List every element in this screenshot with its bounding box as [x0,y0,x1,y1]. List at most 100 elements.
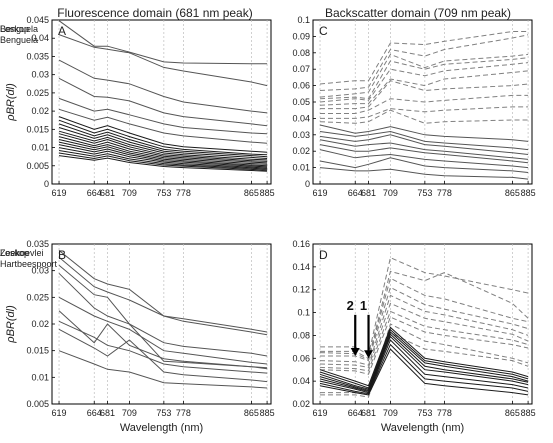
y-tick-label: 0.16 [292,239,310,249]
series-line [58,250,268,333]
series-line [320,106,529,119]
x-tick-label: 885 [260,188,275,198]
x-tick-label: 619 [52,408,67,418]
series-line [58,144,268,168]
series-line [319,144,529,164]
x-tick-label: 778 [437,408,452,418]
series-line [319,277,529,361]
series-line [58,328,268,383]
y-tick-label: 0.025 [26,88,49,98]
y-tick-label: 0.02 [292,146,310,156]
y-tick-label: 0.06 [292,353,310,363]
series-line [319,343,529,395]
y-tick-label: 0.06 [292,81,310,91]
y-axis-label: ρBR(dl) [5,305,17,344]
series-line [58,123,268,158]
series-line [320,257,529,356]
y-tick-label: 0.1 [297,308,310,318]
series-line [319,167,529,180]
series-line [319,139,529,160]
series-line [319,294,529,366]
series-line [319,109,529,124]
series-line [319,326,529,387]
series-line [58,108,268,144]
series-line [58,139,268,165]
y-tick-label: 0.04 [292,376,310,386]
series-line [58,97,268,135]
series-line [58,130,268,161]
y-tick-label: 0.12 [292,285,310,295]
y-tick-label: 0.08 [292,48,310,58]
series-line [58,34,268,87]
legend-label: Loskop [0,24,29,34]
y-tick-label: 0.02 [292,399,310,409]
y-tick-label: 0.01 [31,372,49,382]
series-line [319,328,529,389]
legend-label: Loskop [0,248,29,258]
y-tick-label: 0.025 [26,292,49,302]
series-line [319,149,529,169]
x-tick-label: 753 [417,188,432,198]
y-tick-label: 0.04 [292,113,310,123]
y-tick-label: 0.045 [26,15,49,25]
y-tick-label: 0.02 [31,106,49,116]
y-tick-label: 0.1 [297,15,310,25]
x-axis-label: Wavelength (nm) [120,422,203,434]
y-tick-label: 0.005 [26,399,49,409]
x-tick-label: 619 [313,408,328,418]
annotation-label: 1 [360,298,367,313]
series-line [58,20,268,65]
series-line [58,296,268,365]
annotation-arrowhead [364,350,374,359]
series-line [58,77,268,127]
y-tick-label: 0.015 [26,124,49,134]
y-tick-label: 0.04 [31,33,49,43]
y-tick-label: 0.05 [292,97,310,107]
y-tick-label: 0.035 [26,51,49,61]
x-tick-label: 778 [176,188,191,198]
x-tick-label: 619 [52,188,67,198]
x-tick-label: 753 [156,188,171,198]
x-tick-label: 865 [505,408,520,418]
panel-letter: C [319,24,328,38]
plot-frame [312,243,533,405]
x-tick-label: 664 [348,188,363,198]
legend-label: Hartbeespoort [0,259,58,269]
series-line [319,124,529,142]
x-tick-label: 885 [521,408,536,418]
y-tick-label: 0.03 [292,130,310,140]
y-tick-label: 0.08 [292,330,310,340]
series-line [319,62,529,103]
series-line [320,270,529,360]
series-line [319,157,529,173]
y-axis-label: ρBR(dl) [5,83,17,122]
y-tick-label: 0.01 [31,143,49,153]
x-tick-label: 664 [87,408,102,418]
plot-frame [51,243,272,405]
x-tick-label: 681 [100,188,115,198]
x-tick-label: 885 [260,408,275,418]
title-right: Backscatter domain (709 nm peak) [325,6,511,20]
annotation-arrowhead [350,348,360,356]
series-line [319,348,529,396]
x-tick-label: 753 [156,408,171,418]
series-line [58,59,268,114]
y-tick-label: 0 [44,179,49,189]
x-tick-label: 709 [122,188,137,198]
y-tick-label: 0.035 [26,239,49,249]
y-tick-label: 0.005 [26,161,49,171]
series-line [58,150,268,170]
series-line [319,335,529,392]
legend-label: Benguela [0,35,38,45]
x-tick-label: 885 [521,188,536,198]
series-line [319,70,529,106]
x-tick-label: 865 [244,408,259,418]
series-line [58,152,268,171]
x-tick-label: 709 [383,408,398,418]
series-line [319,339,529,394]
y-tick-label: 0.02 [31,319,49,329]
panel-letter: D [319,248,328,262]
